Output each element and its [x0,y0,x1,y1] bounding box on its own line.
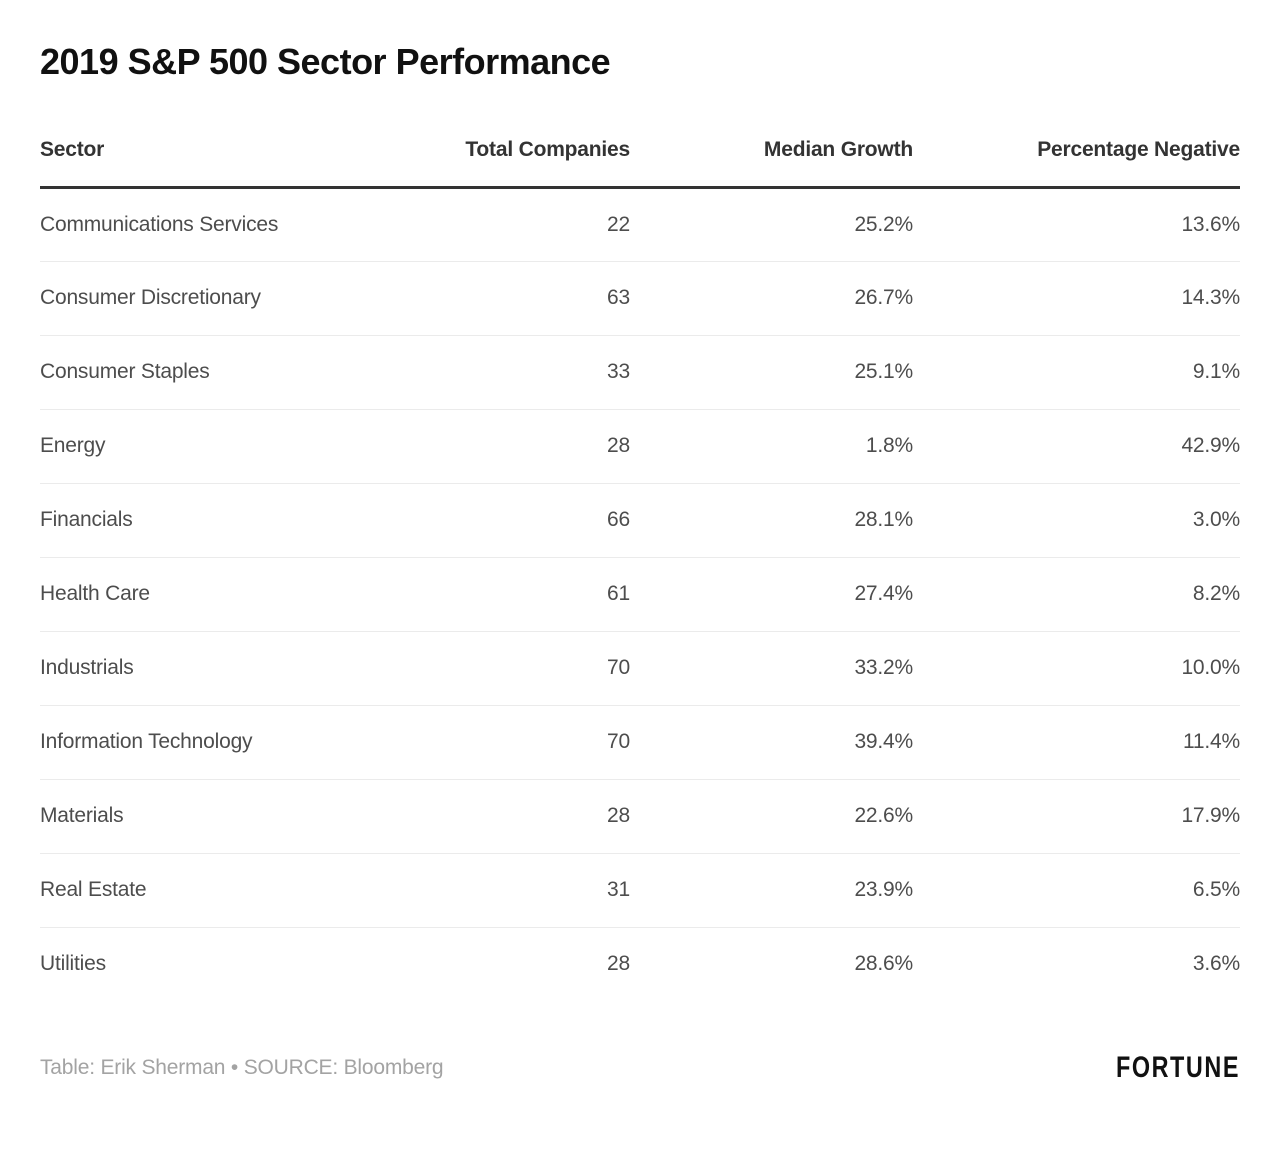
cell-negative: 42.9% [913,409,1240,484]
cell-total: 22 [440,187,630,262]
cell-sector: Utilities [40,952,106,976]
table-row: Communications Services 22 25.2% 13.6% [40,187,1240,262]
cell-sector: Energy [40,409,440,484]
cell-negative: 3.0% [913,483,1240,558]
source-credit: Table: Erik Sherman • SOURCE: Bloomberg [40,1056,444,1080]
cell-total: 28 [440,779,630,854]
column-header-sector: Sector [40,137,440,189]
table-row: Information Technology 70 39.4% 11.4% [40,705,1240,780]
cell-negative: 10.0% [913,631,1240,706]
cell-total: 33 [440,335,630,410]
table-header: Sector Total Companies Median Growth Per… [40,137,1240,189]
cell-negative: 8.2% [913,557,1240,632]
column-header-median-growth: Median Growth [630,137,913,189]
table-body: Communications Services 22 25.2% 13.6% C… [40,187,1240,1001]
cell-total: 70 [440,705,630,780]
table-row: Utilities 28 28.6% 3.6% [40,927,1240,1001]
fortune-logo: FORTUNE [1115,1051,1240,1085]
table-row: Consumer Staples 33 25.1% 9.1% [40,335,1240,410]
cell-growth: 26.7% [630,261,913,336]
cell-sector: Materials [40,779,440,854]
cell-total: 70 [440,631,630,706]
table-row: Real Estate 31 23.9% 6.5% [40,853,1240,928]
table-row: Financials 66 28.1% 3.0% [40,483,1240,558]
table-row: Energy 28 1.8% 42.9% [40,409,1240,484]
cell-growth: 28.6% [854,952,913,976]
cell-total: 28 [440,409,630,484]
cell-sector: Information Technology [40,705,440,780]
cell-total: 63 [440,261,630,336]
cell-total: 28 [607,952,630,976]
cell-total: 31 [440,853,630,928]
cell-growth: 33.2% [630,631,913,706]
cell-negative: 6.5% [913,853,1240,928]
cell-total: 61 [440,557,630,632]
cell-sector: Consumer Discretionary [40,261,440,336]
cell-sector: Financials [40,483,440,558]
chart-footer: Table: Erik Sherman • SOURCE: Bloomberg … [40,1051,1240,1085]
cell-sector: Industrials [40,631,440,706]
cell-sector: Consumer Staples [40,335,440,410]
cell-growth: 23.9% [630,853,913,928]
cell-negative: 3.6% [1192,952,1240,976]
cell-negative: 9.1% [913,335,1240,410]
cell-sector: Health Care [40,557,440,632]
page-title: 2019 S&P 500 Sector Performance [40,41,611,82]
cell-growth: 39.4% [630,705,913,780]
cell-growth: 28.1% [630,483,913,558]
cell-negative: 11.4% [913,705,1240,780]
cell-growth: 1.8% [630,409,913,484]
table-row: Industrials 70 33.2% 10.0% [40,631,1240,706]
cell-negative: 17.9% [913,779,1240,854]
cell-sector: Real Estate [40,853,440,928]
cell-negative: 14.3% [913,261,1240,336]
cell-sector: Communications Services [40,187,440,262]
cell-negative: 13.6% [913,187,1240,262]
table-row: Materials 28 22.6% 17.9% [40,779,1240,854]
cell-growth: 25.1% [630,335,913,410]
cell-growth: 27.4% [630,557,913,632]
sector-performance-table: Sector Total Companies Median Growth Per… [40,137,1240,1002]
table-row: Consumer Discretionary 63 26.7% 14.3% [40,261,1240,336]
cell-growth: 25.2% [630,187,913,262]
cell-total: 66 [440,483,630,558]
column-header-total-companies: Total Companies [440,137,630,189]
table-row: Health Care 61 27.4% 8.2% [40,557,1240,632]
cell-growth: 22.6% [630,779,913,854]
column-header-percentage-negative: Percentage Negative [913,137,1240,189]
table-header-row: Sector Total Companies Median Growth Per… [40,137,1240,189]
